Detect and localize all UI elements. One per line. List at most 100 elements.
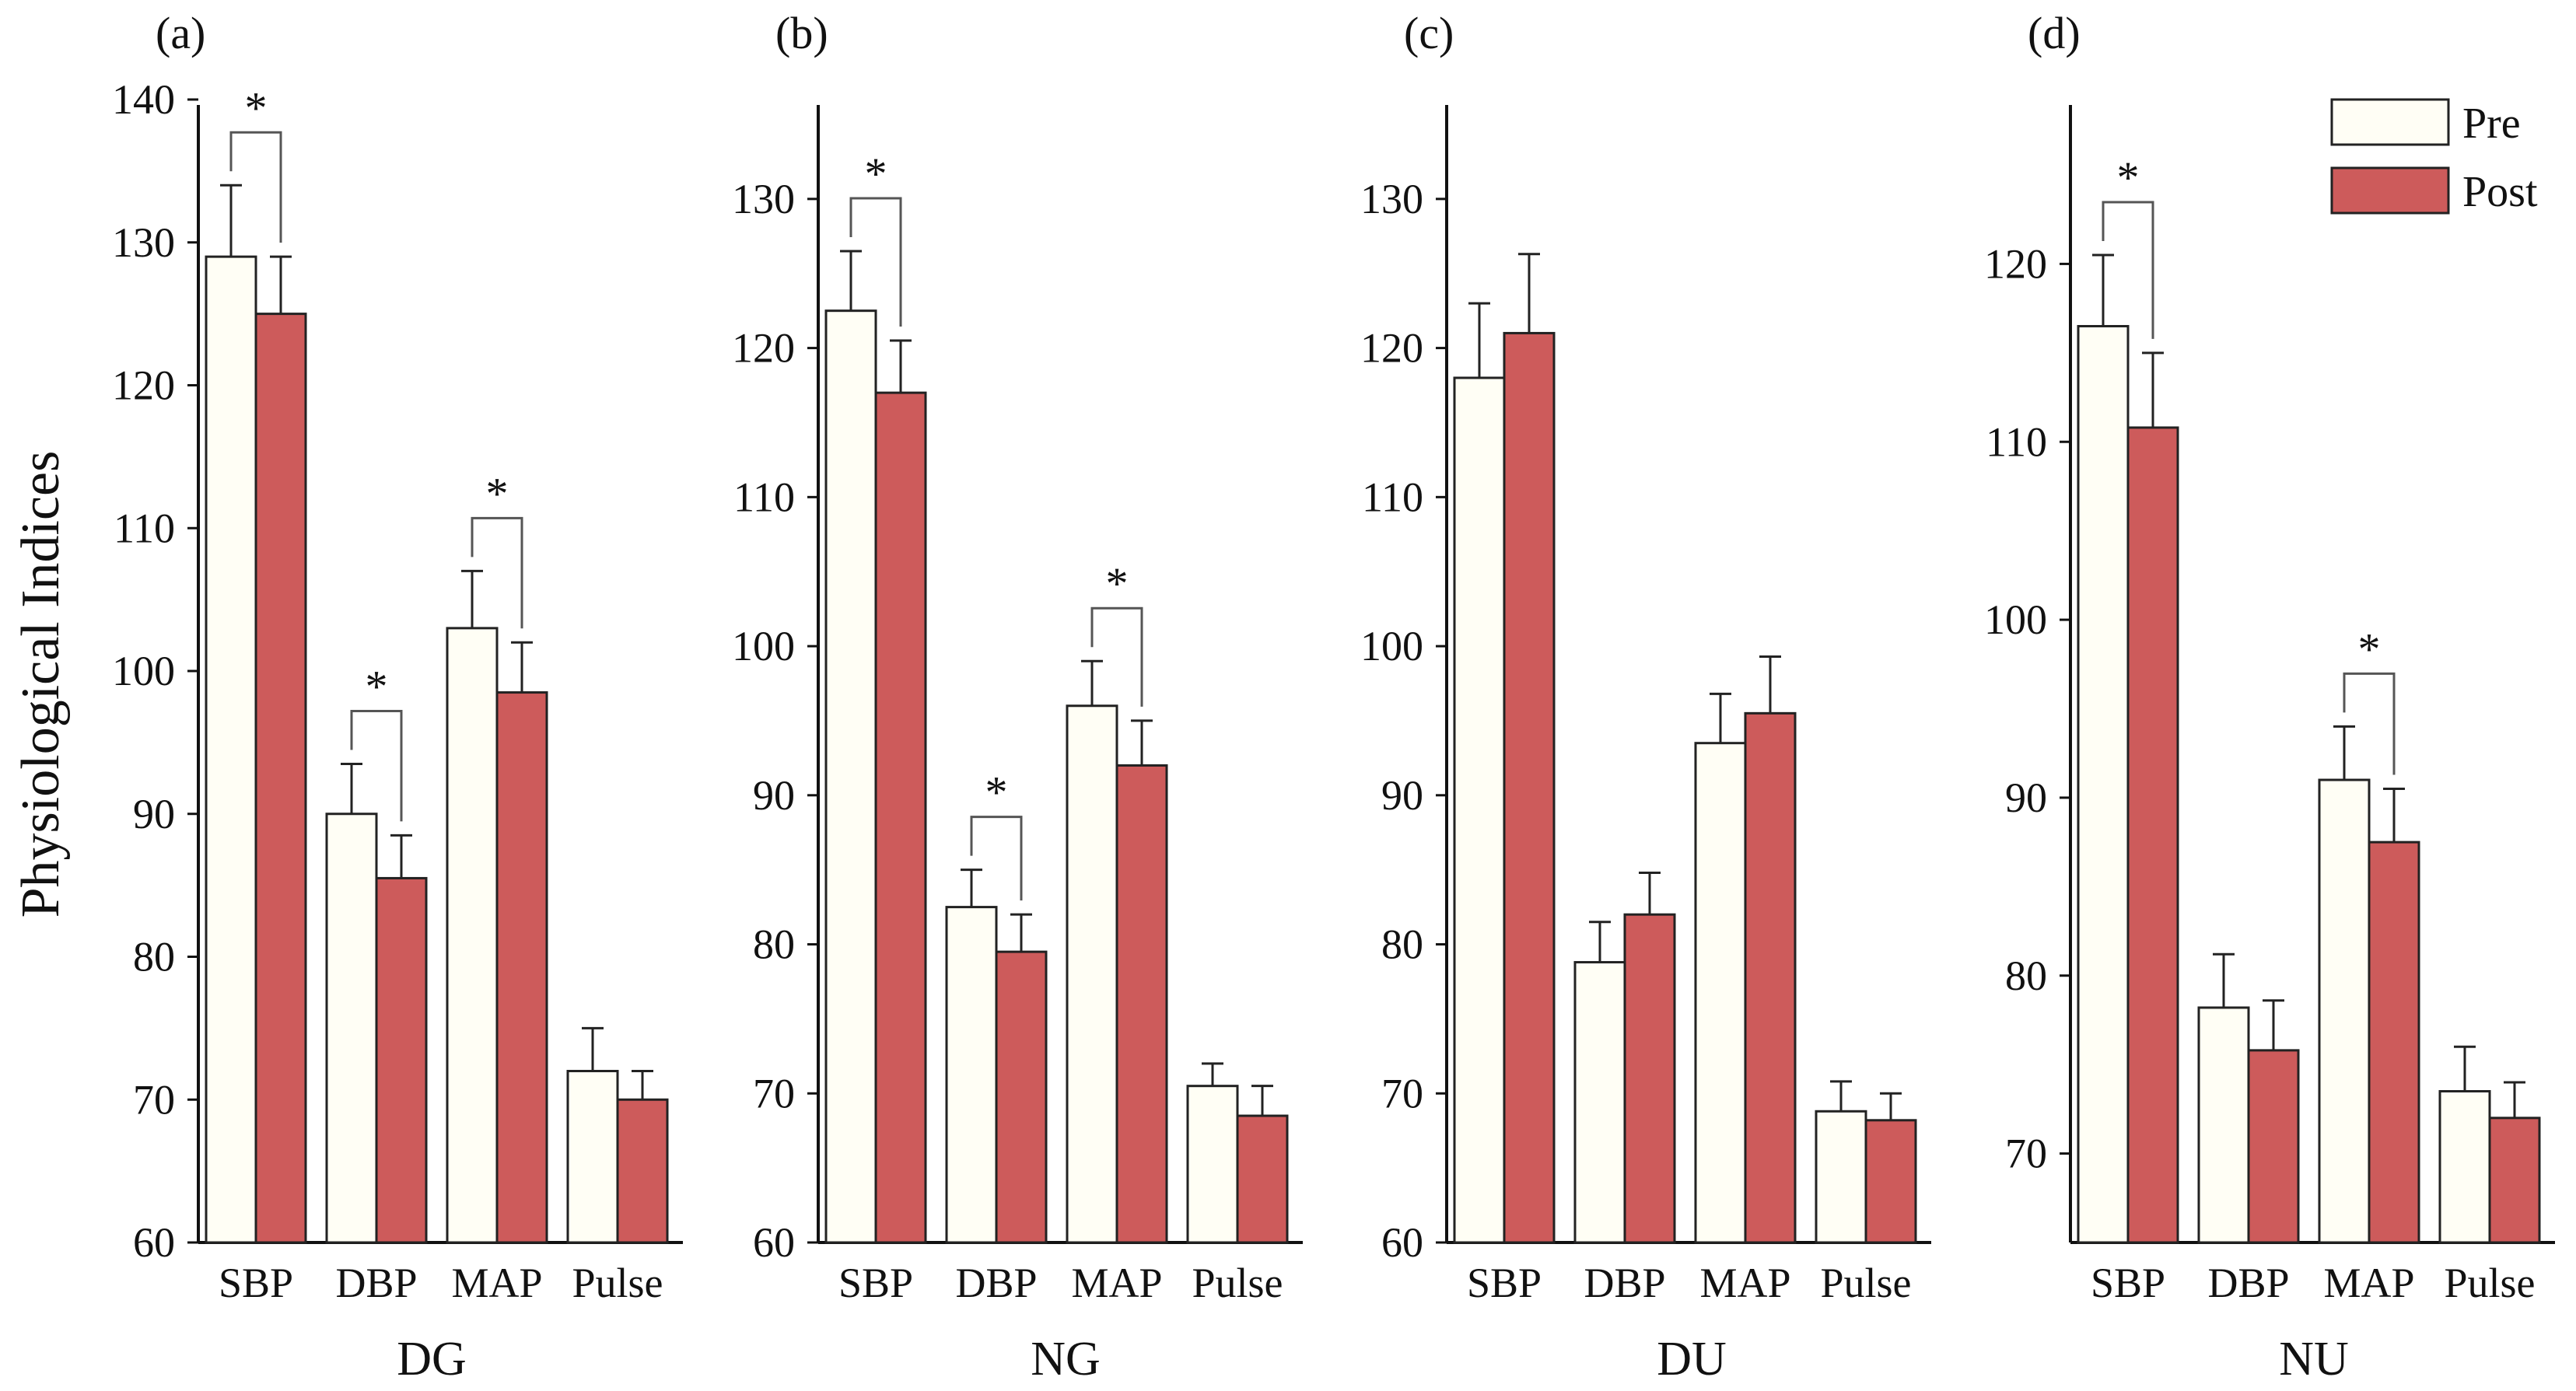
bar-post-sbp [1503,331,1556,1244]
y-tick-label: 130 [1360,176,1423,222]
bar-pre-sbp [2077,325,2130,1244]
bar-post-map [1115,764,1168,1244]
panel-label: (c) [1404,8,1454,58]
x-tick-label: Pulse [1820,1260,1911,1306]
y-tick-label: 120 [732,325,795,372]
bar-post-pulse [616,1098,669,1244]
y-tick-label: 120 [112,362,175,409]
y-tick-label: 70 [2005,1131,2047,1177]
group-label: DG [397,1333,467,1386]
bar-pre-map [1694,742,1747,1244]
significance-bracket [2343,672,2396,775]
bar-post-pulse [2488,1117,2541,1244]
panel-label: (a) [156,8,205,58]
bar-post-map [495,691,548,1244]
y-tick-label: 140 [112,76,175,123]
significance-star: * [366,661,388,711]
panel-c: 60 70 80 90 100 110 120 130 SBP DBP MAP Pulse DU (c) [1360,8,1931,1386]
bar-post-map [2368,841,2420,1244]
x-tick-label: DBP [955,1260,1037,1306]
group-label: NG [1031,1333,1101,1386]
y-tick-label: 130 [732,176,795,222]
bar-pre-pulse [1815,1110,1867,1244]
y-tick-label: 110 [114,505,175,551]
x-tick-label: MAP [2323,1260,2414,1306]
y-tick-label: 100 [1984,596,2047,643]
significance-star: * [2117,152,2140,203]
panel-a: 60 70 80 90 100 110 120 130 140 SBP DBP MAP Pulse * * *… [112,8,683,1386]
significance-star: * [245,82,268,133]
significance-bracket [350,709,403,822]
y-tick-label: 80 [1381,921,1423,968]
y-tick-label: 80 [753,921,795,968]
bar-pre-map [1066,704,1118,1244]
significance-bracket [471,516,523,629]
legend-label-pre: Pre [2462,100,2521,148]
legend: Pre Post [2330,98,2538,216]
panel-label: (d) [2028,8,2081,58]
significance-star: * [1106,558,1129,609]
bar-pre-dbp [1573,961,1626,1244]
y-tick-label: 80 [2005,952,2047,999]
y-tick-label: 90 [2005,774,2047,821]
significance-star: * [865,149,887,199]
y-tick-label: 90 [1381,772,1423,819]
x-tick-label: Pulse [572,1260,663,1306]
x-tick-label: DBP [335,1260,417,1306]
group-label: NU [2279,1333,2349,1386]
y-tick-label: 70 [753,1070,795,1117]
bar-pre-pulse [2438,1089,2491,1244]
y-tick-label: 100 [1360,623,1423,669]
legend-swatch-post [2330,166,2450,215]
y-tick-label: 110 [733,474,795,520]
x-tick-label: DBP [2207,1260,2289,1306]
bar-pre-pulse [1186,1085,1239,1244]
bar-pre-dbp [2197,1006,2250,1244]
significance-bracket [2102,201,2154,339]
bar-post-pulse [1236,1114,1289,1244]
y-tick-label: 100 [732,623,795,669]
bar-post-dbp [2247,1049,2300,1244]
x-tick-label: Pulse [1192,1260,1283,1306]
x-tick-label: MAP [1699,1260,1790,1306]
bar-pre-map [446,627,499,1244]
y-tick-label: 80 [133,934,175,980]
bar-post-dbp [1623,913,1676,1244]
y-tick-label: 100 [112,648,175,694]
bar-pre-dbp [325,813,378,1244]
y-axis-label: Physiological Indices [11,451,71,918]
bar-pre-map [2318,778,2371,1244]
x-tick-label: SBP [219,1260,293,1306]
y-tick-label: 60 [1381,1219,1423,1266]
bar-pre-sbp [824,309,877,1244]
y-tick-label: 110 [1362,474,1423,520]
x-tick-label: DBP [1584,1260,1665,1306]
bar-post-dbp [375,876,428,1244]
bar-post-pulse [1864,1119,1917,1244]
y-tick-label: 70 [1381,1070,1423,1117]
y-tick-label: 120 [1360,325,1423,372]
significance-bracket [849,197,902,327]
significance-bracket [970,816,1023,901]
bar-post-sbp [2126,426,2179,1244]
bar-post-map [1744,711,1797,1244]
x-tick-label: MAP [451,1260,542,1306]
y-tick-label: 90 [753,772,795,819]
bar-pre-dbp [945,906,998,1244]
legend-swatch-pre [2330,98,2450,146]
group-label: DU [1657,1333,1727,1386]
bar-post-sbp [874,391,927,1244]
panel-d: 70 80 90 100 110 120 SBP DBP MAP Pulse * * NU (d) [1984,8,2555,1386]
bar-pre-sbp [1453,376,1506,1244]
x-tick-label: SBP [1467,1260,1542,1306]
x-tick-label: SBP [838,1260,913,1306]
significance-bracket [1090,606,1143,707]
y-tick-label: 90 [133,791,175,837]
bar-pre-pulse [566,1070,619,1244]
x-tick-label: MAP [1071,1260,1162,1306]
y-tick-label: 60 [133,1219,175,1266]
bar-post-dbp [995,950,1048,1244]
significance-bracket [229,131,282,243]
y-tick-label: 70 [133,1076,175,1123]
